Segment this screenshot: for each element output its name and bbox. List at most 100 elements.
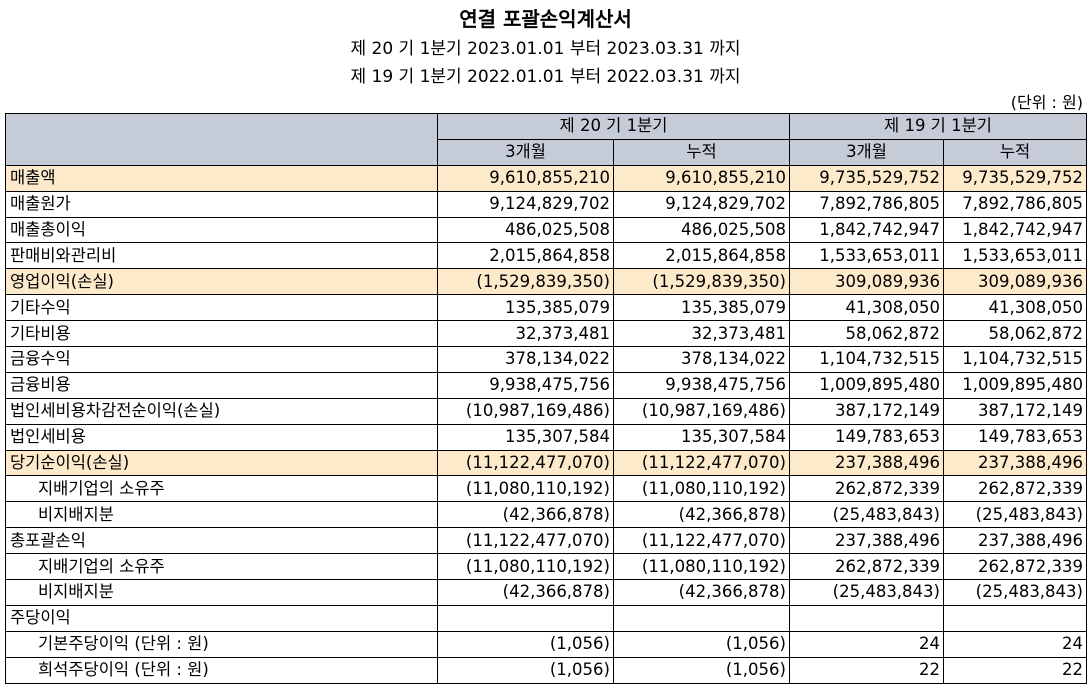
fy20-cumulative-value: 9,610,855,210 <box>613 164 790 192</box>
fy19-3month-value: 1,533,653,011 <box>789 242 944 270</box>
header-fy19-cumulative: 누적 <box>943 138 1087 166</box>
fy19-3month-value: 262,872,339 <box>789 553 944 581</box>
fy20-3month-value: (11,122,477,070) <box>437 527 614 555</box>
fy19-cumulative-value: 22 <box>943 656 1087 684</box>
fy19-3month-value <box>789 604 944 632</box>
table-row: 기타비용 32,373,481 32,373,481 58,062,872 58,062… <box>5 320 1087 348</box>
fy20-cumulative-value: (11,080,110,192) <box>613 553 790 581</box>
table-row: 매출총이익 486,025,508 486,025,508 1,842,742,947… <box>5 216 1087 244</box>
fy19-3month-value: 149,783,653 <box>789 423 944 451</box>
fy19-cumulative-value: 262,872,339 <box>943 475 1087 503</box>
table-row: 매출액 9,610,855,210 9,610,855,210 9,735,529,7… <box>5 164 1087 192</box>
fy20-cumulative-value: (42,366,878) <box>613 579 790 606</box>
row-label: 금융비용 <box>5 371 438 399</box>
table-row: 비지배지분 (42,366,878) (42,366,878) (25,483,843… <box>5 501 1087 529</box>
table-row: 비지배지분 (42,366,878) (42,366,878) (25,483,843… <box>5 579 1087 606</box>
fy20-3month-value: 9,610,855,210 <box>437 164 614 192</box>
header-fy20-cumulative: 누적 <box>613 138 790 166</box>
row-label: 매출총이익 <box>5 216 438 244</box>
fy20-3month-value: 9,124,829,702 <box>437 190 614 218</box>
fy20-cumulative-value: (1,529,839,350) <box>613 268 790 296</box>
fy19-cumulative-value: 1,842,742,947 <box>943 216 1087 244</box>
statement-title: 연결 포괄손익계산서 <box>459 7 632 31</box>
row-label: 희석주당이익 (단위 : 원) <box>5 656 438 684</box>
fy20-cumulative-value: 2,015,864,858 <box>613 242 790 270</box>
fy20-cumulative-value: (11,122,477,070) <box>613 449 790 477</box>
table-row: 영업이익(손실) (1,529,839,350) (1,529,839,350) 30… <box>5 268 1087 296</box>
fy19-cumulative-value: 9,735,529,752 <box>943 164 1087 192</box>
fy19-3month-value: 1,104,732,515 <box>789 346 944 373</box>
row-label: 매출액 <box>5 164 438 192</box>
fy19-3month-value: 262,872,339 <box>789 475 944 503</box>
fy19-3month-value: 237,388,496 <box>789 527 944 555</box>
fy20-cumulative-value: 32,373,481 <box>613 320 790 348</box>
header-row-sub: 3개월 누적 3개월 누적 <box>6 138 1087 166</box>
fy20-3month-value: 32,373,481 <box>437 320 614 348</box>
fy20-3month-value: 135,385,079 <box>437 294 614 322</box>
header-fy20: 제 20 기 1분기 <box>437 113 790 140</box>
fy19-3month-value: 22 <box>789 656 944 684</box>
fy19-3month-value: 309,089,936 <box>789 268 944 296</box>
fy19-cumulative-value: (25,483,843) <box>943 579 1087 606</box>
fy19-cumulative-value: 387,172,149 <box>943 397 1087 425</box>
table-row: 주당이익 <box>5 604 1087 632</box>
fy19-cumulative-value: 262,872,339 <box>943 553 1087 581</box>
row-label: 당기순이익(손실) <box>5 449 438 477</box>
income-statement-table: 제 20 기 1분기 제 19 기 1분기 3개월 누적 3개월 누적 매출액 9… <box>5 113 1087 684</box>
fy20-3month-value: (10,987,169,486) <box>437 397 614 425</box>
fy20-cumulative-value <box>613 604 790 632</box>
fy20-cumulative-value: 378,134,022 <box>613 346 790 373</box>
fy19-cumulative-value: 58,062,872 <box>943 320 1087 348</box>
row-label: 법인세비용 <box>5 423 438 451</box>
fy20-cumulative-value: (1,056) <box>613 656 790 684</box>
fy19-cumulative-value: 1,009,895,480 <box>943 371 1087 399</box>
table-row: 판매비와관리비 2,015,864,858 2,015,864,858 1,533,6… <box>5 242 1087 270</box>
fy19-cumulative-value: 24 <box>943 630 1087 658</box>
row-label: 기본주당이익 (단위 : 원) <box>5 630 438 658</box>
fy19-3month-value: 7,892,786,805 <box>789 190 944 218</box>
fy20-3month-value: (1,056) <box>437 630 614 658</box>
table-row: 기타수익 135,385,079 135,385,079 41,308,050 41,3… <box>5 294 1087 322</box>
fy20-3month-value: (42,366,878) <box>437 579 614 606</box>
header-fy19: 제 19 기 1분기 <box>789 113 1087 140</box>
unit-label: (단위 : 원) <box>1010 93 1083 112</box>
fy19-3month-value: (25,483,843) <box>789 501 944 529</box>
fy20-3month-value: 486,025,508 <box>437 216 614 244</box>
row-label: 총포괄손익 <box>5 527 438 555</box>
fy20-cumulative-value: 9,124,829,702 <box>613 190 790 218</box>
row-label: 지배기업의 소유주 <box>5 553 438 581</box>
table-row: 당기순이익(손실) (11,122,477,070) (11,122,477,070… <box>5 449 1087 477</box>
fy19-cumulative-value: (25,483,843) <box>943 501 1087 529</box>
fy20-cumulative-value: (11,080,110,192) <box>613 475 790 503</box>
table-row: 금융비용 9,938,475,756 9,938,475,756 1,009,895,… <box>5 371 1087 399</box>
fy19-3month-value: 58,062,872 <box>789 320 944 348</box>
fy20-3month-value: (1,056) <box>437 656 614 684</box>
header-blank-cell <box>5 113 438 166</box>
fy20-3month-value: (11,122,477,070) <box>437 449 614 477</box>
table-row: 지배기업의 소유주 (11,080,110,192) (11,080,110,192… <box>5 553 1087 581</box>
fy19-cumulative-value: 1,533,653,011 <box>943 242 1087 270</box>
period-current: 제 20 기 1분기 2023.01.01 부터 2023.03.31 까지 <box>350 39 741 59</box>
fy20-3month-value: 9,938,475,756 <box>437 371 614 399</box>
fy20-cumulative-value: 135,307,584 <box>613 423 790 451</box>
table-row: 법인세비용 135,307,584 135,307,584 149,783,653 14… <box>5 423 1087 451</box>
header-row-period: 제 20 기 1분기 제 19 기 1분기 <box>5 113 1087 166</box>
table-row: 기본주당이익 (단위 : 원) (1,056) (1,056) 24 24 <box>5 630 1087 658</box>
fy20-3month-value <box>437 604 614 632</box>
period-prior: 제 19 기 1분기 2022.01.01 부터 2022.03.31 까지 <box>350 67 741 87</box>
fy20-cumulative-value: 9,938,475,756 <box>613 371 790 399</box>
fy19-3month-value: 387,172,149 <box>789 397 944 425</box>
row-label: 지배기업의 소유주 <box>5 475 438 503</box>
header-fy19-3month: 3개월 <box>789 138 944 166</box>
fy20-cumulative-value: 486,025,508 <box>613 216 790 244</box>
row-label: 주당이익 <box>5 604 438 632</box>
fy20-3month-value: 2,015,864,858 <box>437 242 614 270</box>
row-label: 금융수익 <box>5 346 438 373</box>
fy20-cumulative-value: (10,987,169,486) <box>613 397 790 425</box>
fy20-cumulative-value: (1,056) <box>613 630 790 658</box>
fy19-cumulative-value: 41,308,050 <box>943 294 1087 322</box>
fy19-3month-value: 24 <box>789 630 944 658</box>
table-row: 금융수익 378,134,022 378,134,022 1,104,732,515 1… <box>5 346 1087 373</box>
header-fy20-3month: 3개월 <box>437 138 614 166</box>
fy20-3month-value: (42,366,878) <box>437 501 614 529</box>
